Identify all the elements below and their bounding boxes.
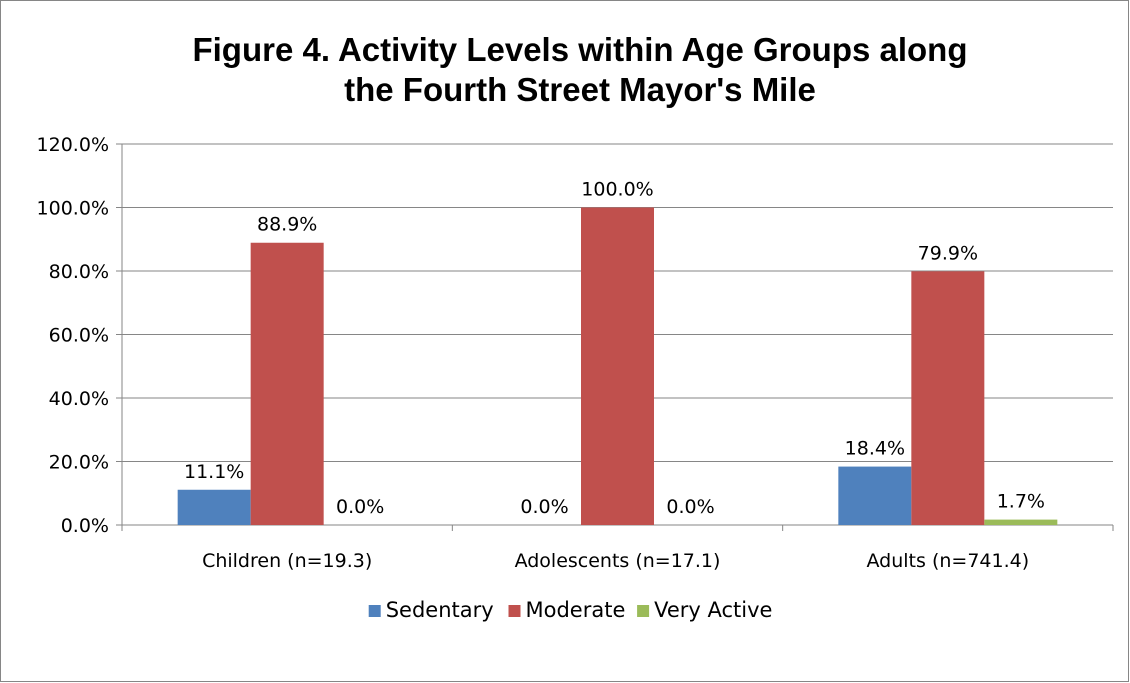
data-label: 11.1% [184,461,244,483]
data-label: 0.0% [336,496,384,518]
chart-title: Figure 4. Activity Levels within Age Gro… [80,30,1080,110]
bar-very-active [984,519,1058,525]
bar-sedentary [177,489,251,525]
bar-sedentary [838,466,912,525]
y-tick-label: 60.0% [49,325,109,347]
data-label: 100.0% [581,179,653,201]
x-category-label: Adults (n=741.4) [867,550,1030,572]
legend-swatch [508,605,521,617]
bar-moderate [911,271,985,525]
y-tick-label: 20.0% [49,452,109,474]
legend-label: Sedentary [386,598,494,622]
legend-swatch [368,605,381,617]
x-category-label: Adolescents (n=17.1) [515,550,721,572]
data-label: 0.0% [520,496,568,518]
data-label: 1.7% [997,491,1045,513]
y-tick-label: 100.0% [37,198,109,220]
y-tick-label: 40.0% [49,388,109,410]
data-label: 79.9% [918,242,978,264]
legend-label: Moderate [526,598,626,622]
y-tick-label: 0.0% [61,515,109,537]
bar-moderate [250,242,324,525]
y-tick-label: 120.0% [37,134,109,156]
chart-title-line-2: the Fourth Street Mayor's Mile [344,71,816,108]
data-label: 88.9% [257,214,317,236]
data-label: 0.0% [666,496,714,518]
chart-title-line-1: Figure 4. Activity Levels within Age Gro… [192,31,968,68]
x-category-label: Children (n=19.3) [202,550,372,572]
data-label: 18.4% [845,438,905,460]
legend-swatch [637,605,650,617]
legend-label: Very Active [654,598,772,622]
bar-moderate [581,207,654,525]
y-tick-label: 80.0% [49,261,109,283]
